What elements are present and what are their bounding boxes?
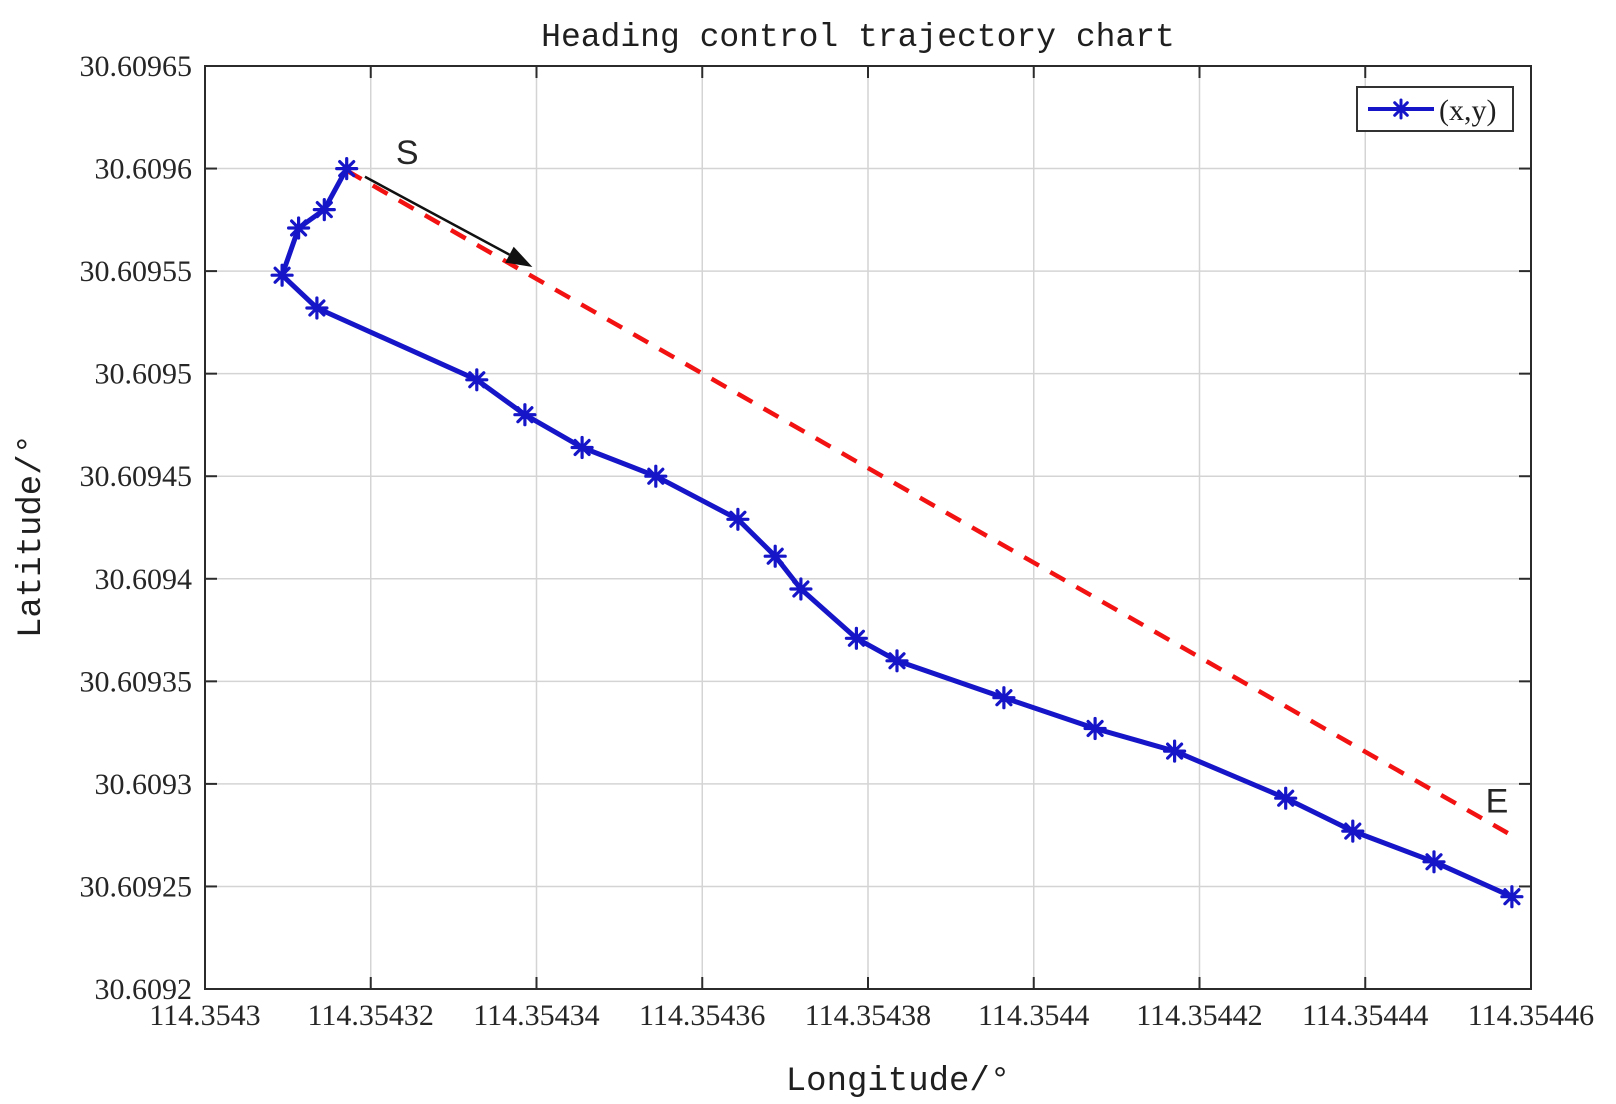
y-tick-label: 30.6093 [95,768,193,801]
x-tick-label: 114.3544 [978,999,1089,1032]
heading-arrow-shaft [364,175,511,256]
y-tick-label: 30.60955 [80,255,193,288]
y-tick-label: 30.6096 [95,153,193,186]
legend-line-marker-sample [1368,98,1434,120]
x-tick-label: 114.35446 [1468,999,1594,1032]
y-tick-label: 30.6094 [95,563,193,596]
legend-box [1356,86,1514,132]
y-tick-label: 30.6092 [95,973,193,1006]
chart-title: Heading control trajectory chart [541,19,1175,56]
reference-dashed-line [345,168,1509,836]
y-tick-label: 30.60935 [80,665,193,698]
trajectory-markers [270,157,1524,909]
legend: (x,y) [1356,86,1514,132]
x-axis-label: Longitude/° [786,1063,1010,1101]
y-axis-label: Latitude/° [13,434,51,638]
x-tick-label: 114.35436 [639,999,765,1032]
legend-label: (x,y) [1439,94,1496,127]
x-tick-label: 114.35438 [805,999,931,1032]
legend-asterisk-marker [1390,98,1412,120]
heading-arrow-head [505,246,533,267]
annotation-label-S: S [396,134,419,172]
plot-area: 114.3543 114.35432 114.35434 114.35436 114.3… [80,50,1595,1032]
y-tick-label: 30.60925 [80,870,193,903]
y-tick-label: 30.60965 [80,50,193,83]
x-tick-label: 114.35432 [308,999,434,1032]
x-tick-label: 114.35442 [1136,999,1262,1032]
x-tick-label: 114.35434 [473,999,599,1032]
trajectory-line [279,167,1513,899]
annotation-label-E: E [1486,782,1509,820]
x-tick-label: 114.35444 [1302,999,1428,1032]
y-tick-label: 30.60945 [80,460,193,493]
x-tick-label: 114.3543 [149,999,260,1032]
y-tick-label: 30.6095 [95,358,193,391]
